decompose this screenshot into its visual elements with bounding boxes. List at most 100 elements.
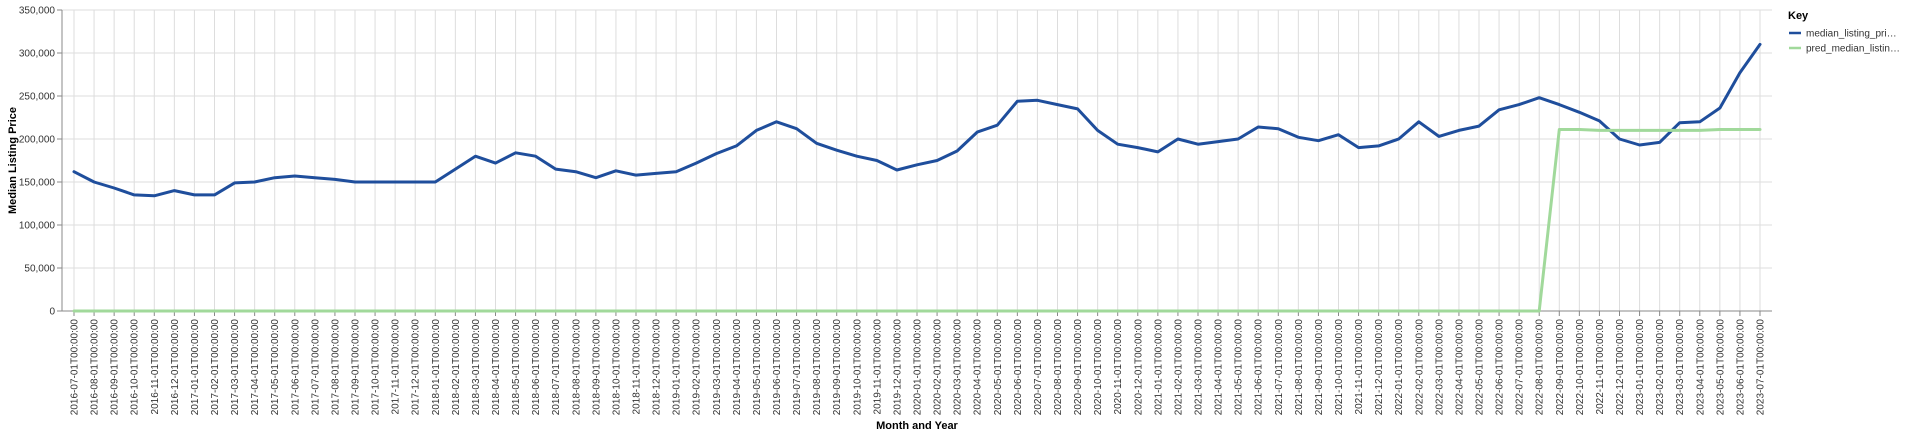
x-tick-label: 2023-01-01T00:00:00 — [1635, 319, 1646, 416]
series-line-2 — [72, 128, 1762, 313]
x-tick-label: 2023-04-01T00:00:00 — [1695, 319, 1706, 416]
y-axis: 0 50,000 100,000 150,000 200,000 250,000 300,0… — [19, 6, 63, 318]
x-tick-label: 2018-08-01T00:00:00 — [571, 319, 582, 416]
x-tick-label: 2018-06-01T00:00:00 — [531, 319, 542, 416]
x-tick-label: 2020-02-01T00:00:00 — [933, 319, 944, 416]
x-tick-label: 2017-11-01T00:00:00 — [391, 319, 402, 415]
x-tick-label: 2017-09-01T00:00:00 — [351, 319, 362, 416]
x-tick-label: 2017-06-01T00:00:00 — [290, 319, 301, 416]
x-tick-label: 2020-06-01T00:00:00 — [1013, 319, 1024, 416]
x-tick-label: 2019-07-01T00:00:00 — [792, 319, 803, 416]
x-tick-label: 2018-01-01T00:00:00 — [431, 319, 442, 416]
x-tick-label: 2020-08-01T00:00:00 — [1053, 319, 1064, 416]
x-axis-title: Month and Year — [876, 420, 958, 432]
x-tick-label: 2017-10-01T00:00:00 — [371, 319, 382, 416]
legend-entry-label: pred_median_listin… — [1806, 44, 1900, 55]
x-tick-label: 2021-02-01T00:00:00 — [1173, 319, 1184, 416]
x-tick-label: 2019-08-01T00:00:00 — [812, 319, 823, 416]
x-tick-label: 2019-10-01T00:00:00 — [852, 319, 863, 416]
x-tick-label: 2019-04-01T00:00:00 — [732, 319, 743, 416]
x-tick-label: 2021-05-01T00:00:00 — [1234, 319, 1245, 416]
y-tick-label: 100,000 — [19, 221, 56, 232]
x-tick-label: 2018-02-01T00:00:00 — [451, 319, 462, 416]
x-tick-label: 2020-11-01T00:00:00 — [1113, 319, 1124, 415]
x-tick-label: 2020-01-01T00:00:00 — [913, 319, 924, 416]
x-tick-label: 2019-06-01T00:00:00 — [772, 319, 783, 416]
series-line-1 — [72, 42, 1762, 198]
x-tick-label: 2023-07-01T00:00:00 — [1756, 319, 1767, 416]
x-tick-label: 2020-05-01T00:00:00 — [993, 319, 1004, 416]
x-tick-label: 2018-07-01T00:00:00 — [551, 319, 562, 416]
x-tick-label: 2018-11-01T00:00:00 — [632, 319, 643, 415]
x-tick-label: 2017-12-01T00:00:00 — [411, 319, 422, 416]
x-tick-label: 2018-03-01T00:00:00 — [471, 319, 482, 416]
x-tick-label: 2016-07-01T00:00:00 — [70, 319, 81, 416]
x-tick-label: 2021-11-01T00:00:00 — [1354, 319, 1365, 415]
x-tick-label: 2022-05-01T00:00:00 — [1475, 319, 1486, 416]
y-tick-label: 150,000 — [19, 178, 56, 189]
x-tick-label: 2021-07-01T00:00:00 — [1274, 319, 1285, 416]
x-tick-label: 2021-03-01T00:00:00 — [1194, 319, 1205, 416]
x-tick-label: 2017-02-01T00:00:00 — [210, 319, 221, 416]
series-layer — [72, 42, 1762, 313]
x-tick-label: 2016-08-01T00:00:00 — [90, 319, 101, 416]
x-tick-label: 2022-08-01T00:00:00 — [1535, 319, 1546, 416]
x-tick-label: 2021-06-01T00:00:00 — [1254, 319, 1265, 416]
x-tick-label: 2018-12-01T00:00:00 — [652, 319, 663, 416]
x-tick-label: 2017-05-01T00:00:00 — [270, 319, 281, 416]
y-tick-label: 0 — [49, 307, 55, 318]
x-tick-label: 2023-06-01T00:00:00 — [1735, 319, 1746, 416]
x-tick-label: 2022-12-01T00:00:00 — [1615, 319, 1626, 416]
x-tick-label: 2021-09-01T00:00:00 — [1314, 319, 1325, 416]
x-tick-label: 2020-07-01T00:00:00 — [1033, 319, 1044, 416]
x-tick-label: 2022-11-01T00:00:00 — [1595, 319, 1606, 415]
x-tick-label: 2020-03-01T00:00:00 — [953, 319, 964, 416]
x-tick-label: 2021-08-01T00:00:00 — [1294, 319, 1305, 416]
x-tick-label: 2022-06-01T00:00:00 — [1495, 319, 1506, 416]
y-tick-label: 300,000 — [19, 49, 56, 60]
x-tick-label: 2018-05-01T00:00:00 — [511, 319, 522, 416]
x-tick-label: 2017-04-01T00:00:00 — [250, 319, 261, 416]
x-tick-label: 2019-02-01T00:00:00 — [692, 319, 703, 416]
x-tick-label: 2022-09-01T00:00:00 — [1555, 319, 1566, 416]
x-tick-label: 2023-02-01T00:00:00 — [1655, 319, 1666, 416]
grid-lines — [62, 9, 1772, 312]
x-tick-label: 2022-03-01T00:00:00 — [1434, 319, 1445, 416]
x-tick-label: 2022-04-01T00:00:00 — [1454, 319, 1465, 416]
y-tick-label: 350,000 — [19, 6, 56, 17]
x-tick-label: 2019-03-01T00:00:00 — [712, 319, 723, 416]
x-tick-label: 2019-09-01T00:00:00 — [832, 319, 843, 416]
x-tick-label: 2020-04-01T00:00:00 — [973, 319, 984, 416]
x-tick-label: 2016-11-01T00:00:00 — [150, 319, 161, 415]
x-tick-label: 2019-12-01T00:00:00 — [892, 319, 903, 416]
x-tick-label: 2023-03-01T00:00:00 — [1675, 319, 1686, 416]
x-tick-label: 2019-11-01T00:00:00 — [872, 319, 883, 415]
x-tick-label: 2016-10-01T00:00:00 — [130, 319, 141, 416]
x-tick-label: 2023-05-01T00:00:00 — [1715, 319, 1726, 416]
x-tick-label: 2019-01-01T00:00:00 — [672, 319, 683, 416]
x-tick-label: 2019-05-01T00:00:00 — [752, 319, 763, 416]
x-tick-label: 2020-10-01T00:00:00 — [1093, 319, 1104, 416]
x-tick-label: 2016-09-01T00:00:00 — [110, 319, 121, 416]
x-tick-label: 2022-07-01T00:00:00 — [1515, 319, 1526, 416]
x-tick-label: 2021-01-01T00:00:00 — [1153, 319, 1164, 416]
x-tick-label: 2022-10-01T00:00:00 — [1575, 319, 1586, 416]
y-axis-title: Median Listing Price — [7, 107, 19, 214]
x-tick-label: 2017-03-01T00:00:00 — [230, 319, 241, 416]
x-tick-label: 2016-12-01T00:00:00 — [170, 319, 181, 416]
x-tick-label: 2021-10-01T00:00:00 — [1334, 319, 1345, 416]
x-tick-label: 2018-10-01T00:00:00 — [611, 319, 622, 416]
x-tick-label: 2017-01-01T00:00:00 — [190, 319, 201, 416]
y-tick-label: 50,000 — [24, 264, 55, 275]
x-tick-label: 2017-08-01T00:00:00 — [330, 319, 341, 416]
legend-entry-label: median_listing_pri… — [1806, 29, 1897, 40]
x-tick-label: 2020-12-01T00:00:00 — [1133, 319, 1144, 416]
x-axis: 2016-07-01T00:00:00 2016-08-01T00:00:00 20… — [62, 310, 1772, 416]
legend-title: Key — [1788, 10, 1809, 22]
x-tick-label: 2022-01-01T00:00:00 — [1394, 319, 1405, 416]
x-tick-label: 2018-09-01T00:00:00 — [591, 319, 602, 416]
x-tick-label: 2021-12-01T00:00:00 — [1374, 319, 1385, 416]
x-tick-label: 2017-07-01T00:00:00 — [310, 319, 321, 416]
x-tick-label: 2018-04-01T00:00:00 — [491, 319, 502, 416]
